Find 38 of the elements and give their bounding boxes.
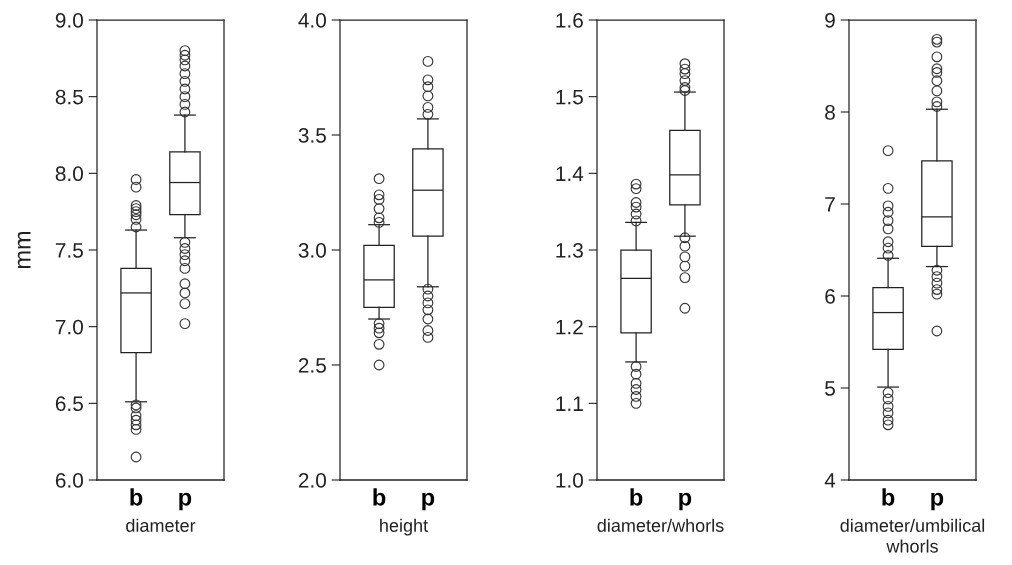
y-tick-label: 1.6	[556, 13, 583, 28]
x-tick-label: b	[630, 488, 643, 506]
y-tick-label: 8.5	[55, 89, 83, 105]
y-tick-label: 1.5	[556, 89, 583, 105]
y-tick-label: 2.0	[298, 473, 326, 488]
y-tick-label: 7	[825, 197, 835, 212]
x-tick-label: b	[130, 488, 143, 506]
y-tick-label: 1.0	[556, 473, 583, 488]
y-tick-label: 9.0	[55, 13, 83, 28]
x-tick-label: p	[679, 492, 692, 511]
x-tick-label: p	[179, 492, 192, 511]
x-axis-title: diameter	[126, 518, 196, 532]
x-tick-label: b	[373, 488, 386, 506]
y-tick-label: 8.0	[55, 166, 83, 182]
y-axis-title: mm	[17, 231, 31, 269]
y-tick-label: 3.5	[298, 128, 326, 143]
y-tick-label: 9	[825, 13, 835, 28]
x-tick-label: p	[931, 492, 944, 511]
y-tick-label: 6	[825, 289, 835, 304]
y-tick-label: 6.5	[55, 396, 83, 412]
y-tick-label: 2.5	[298, 358, 326, 373]
x-tick-label: p	[422, 492, 435, 511]
x-axis-title: diameter/umbilical whorls	[840, 518, 985, 553]
x-tick-label: b	[882, 488, 895, 506]
y-tick-label: 4.0	[298, 13, 326, 28]
y-tick-label: 1.4	[556, 166, 584, 181]
y-tick-label: 1.1	[556, 396, 583, 411]
y-tick-label: 6.0	[55, 473, 83, 488]
y-tick-label: 5	[825, 381, 835, 396]
y-tick-label: 7.5	[55, 243, 83, 258]
y-tick-label: 8	[825, 105, 835, 120]
y-tick-label: 1.2	[556, 319, 583, 335]
y-tick-label: 7.0	[55, 319, 83, 335]
y-tick-label: 1.3	[556, 243, 583, 258]
y-tick-label: 4	[824, 473, 836, 488]
x-axis-title: diameter/whorls	[597, 518, 724, 532]
x-axis-title: height	[380, 518, 428, 536]
y-tick-label: 3.0	[298, 243, 326, 258]
